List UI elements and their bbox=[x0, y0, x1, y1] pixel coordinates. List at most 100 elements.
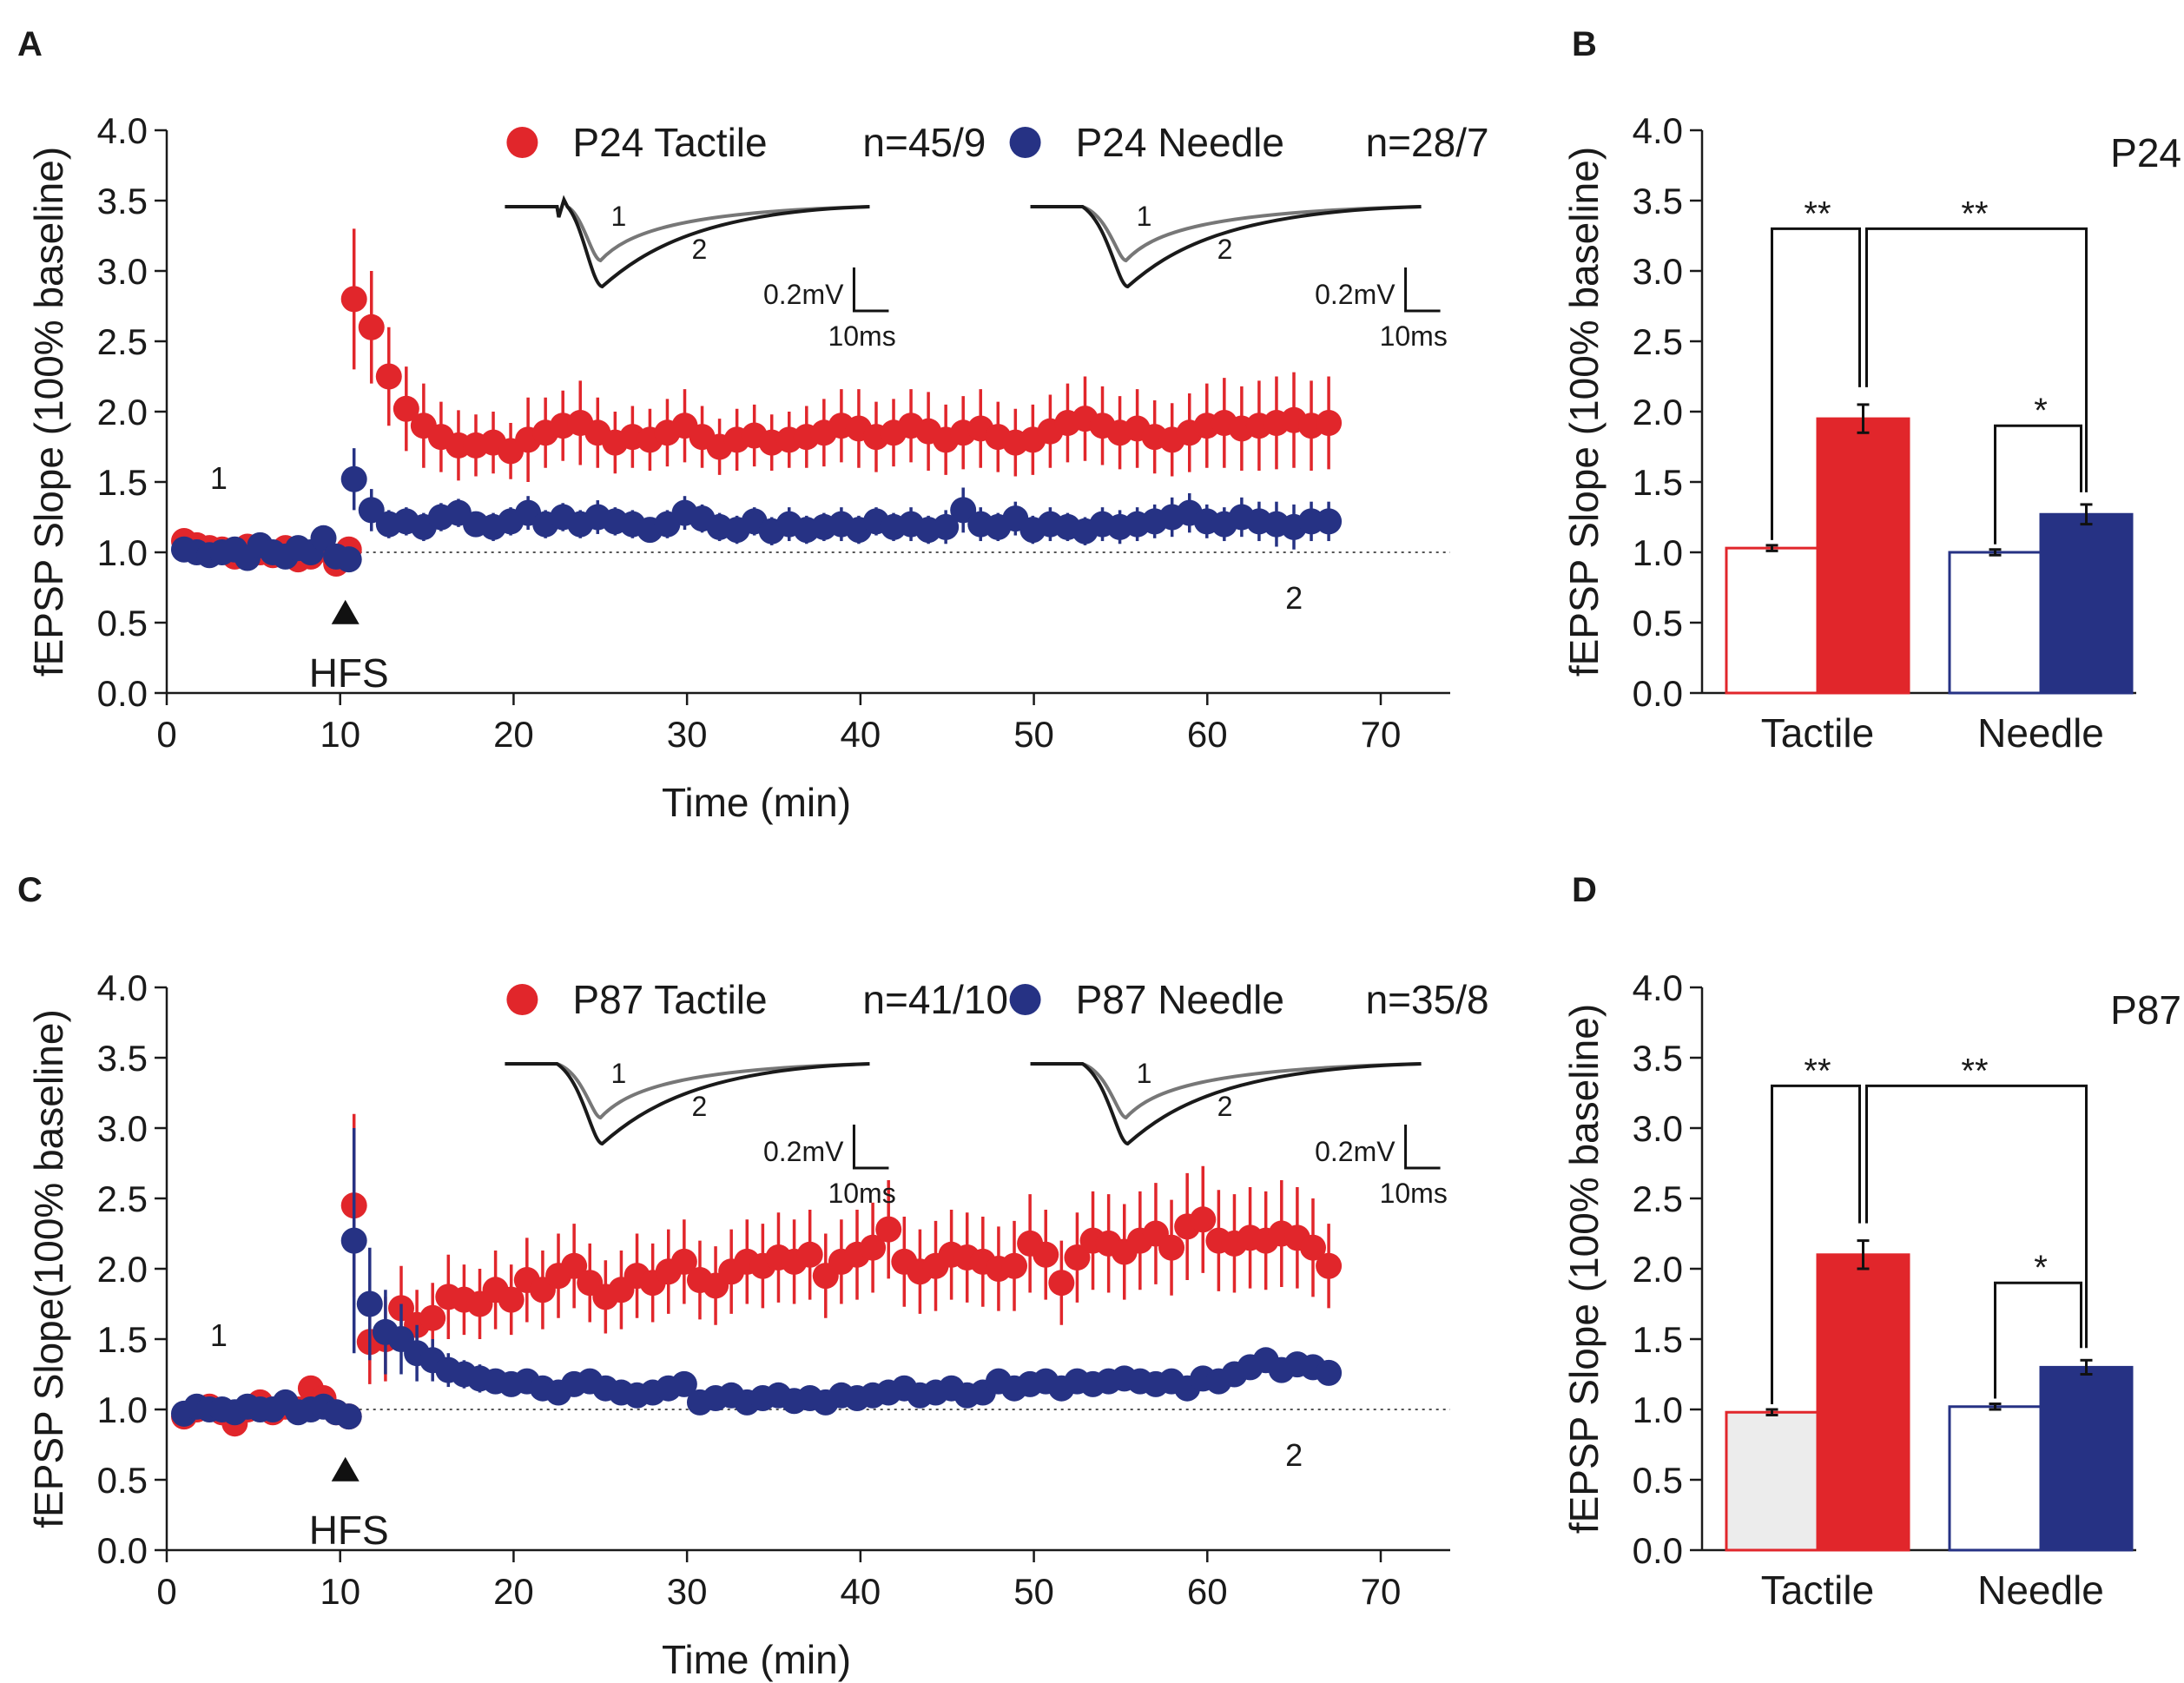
scale-bar bbox=[1404, 267, 1441, 313]
data-point bbox=[1064, 1244, 1091, 1271]
data-point bbox=[375, 363, 402, 390]
scale-mv-label: 0.2mV bbox=[1315, 279, 1396, 310]
data-point bbox=[340, 465, 367, 492]
x-tick-label: 40 bbox=[840, 714, 881, 755]
legend-label: P24 Needle bbox=[1076, 120, 1284, 165]
legend-count: n=45/9 bbox=[862, 120, 986, 165]
panel-letter: C bbox=[17, 871, 43, 909]
scale-mv-label: 0.2mV bbox=[1315, 1136, 1396, 1167]
bar bbox=[1816, 417, 1910, 695]
trace-marker-1: 1 bbox=[210, 1317, 228, 1353]
y-tick-label: 3.0 bbox=[1633, 1108, 1683, 1149]
inset-trace-1: 1 2 0.2mV 10ms bbox=[505, 195, 896, 352]
legend-label: P87 Needle bbox=[1076, 977, 1284, 1022]
y-tick-label: 0.0 bbox=[97, 673, 148, 714]
panel-letter: D bbox=[1572, 871, 1597, 909]
legend-count: n=28/7 bbox=[1366, 120, 1489, 165]
panel-letter: A bbox=[17, 25, 43, 63]
category-label: Needle bbox=[1977, 1568, 2104, 1613]
x-tick-label: 60 bbox=[1187, 1571, 1228, 1612]
y-tick-label: 2.0 bbox=[97, 392, 148, 432]
legend: P24 Tactile n=45/9 P24 Needle n=28/7 bbox=[506, 120, 1489, 165]
bar bbox=[2039, 512, 2134, 695]
category-label: Tactile bbox=[1761, 1568, 1874, 1613]
scale-mv-label: 0.2mV bbox=[763, 1136, 844, 1167]
inset-label-2: 2 bbox=[691, 234, 707, 265]
significance-label: ** bbox=[1961, 195, 1988, 233]
x-tick-label: 50 bbox=[1013, 1571, 1054, 1612]
data-point bbox=[796, 1241, 823, 1268]
x-tick-label: 50 bbox=[1013, 714, 1054, 755]
x-tick-label: 70 bbox=[1361, 714, 1402, 755]
y-tick-label: 1.0 bbox=[97, 1389, 148, 1430]
data-point bbox=[498, 1286, 525, 1313]
y-tick-label: 3.5 bbox=[1633, 181, 1683, 221]
trace-marker-2: 2 bbox=[1285, 580, 1303, 616]
inset-label-1: 1 bbox=[1137, 1058, 1152, 1089]
scale-mv-label: 0.2mV bbox=[763, 279, 844, 310]
data-point bbox=[1190, 1206, 1217, 1233]
series-needle bbox=[170, 1128, 1343, 1430]
inset-label-1: 1 bbox=[1137, 201, 1152, 232]
y-tick-label: 2.0 bbox=[1633, 392, 1683, 432]
data-point bbox=[419, 1304, 446, 1331]
inset-trace-1: 1 2 0.2mV 10ms bbox=[505, 1058, 896, 1209]
trace-after bbox=[1030, 205, 1422, 289]
significance-label: ** bbox=[1804, 195, 1831, 233]
x-tick-label: 70 bbox=[1361, 1571, 1402, 1612]
scale-bar bbox=[852, 267, 889, 313]
panel-C: C 0.0 0.5 1.0 1.5 2.0 2.5 3.0 3.5 4.0 0 10 20 30 40 50 6… bbox=[17, 871, 1489, 1682]
y-tick-label: 3.5 bbox=[97, 181, 148, 221]
data-point bbox=[335, 1403, 362, 1430]
data-point bbox=[1033, 1241, 1059, 1268]
panel-letter: B bbox=[1572, 25, 1597, 63]
scale-ms-label: 10ms bbox=[1380, 320, 1448, 352]
trace-after bbox=[1030, 1062, 1422, 1146]
y-axis-title: fEPSP Slope (100% baseline) bbox=[1561, 147, 1607, 676]
data-point bbox=[340, 286, 367, 313]
x-tick-label: 30 bbox=[667, 714, 708, 755]
x-axis-title: Time (min) bbox=[662, 780, 851, 825]
data-point bbox=[1316, 1359, 1343, 1386]
significance-brackets: ** *** bbox=[1771, 195, 2088, 544]
x-tick-label: 0 bbox=[156, 1571, 176, 1612]
trace-before bbox=[505, 1062, 870, 1120]
y-tick-label: 3.5 bbox=[1633, 1038, 1683, 1079]
y-tick-label: 2.5 bbox=[97, 321, 148, 362]
y-tick-label: 4.0 bbox=[1633, 967, 1683, 1008]
bar bbox=[1725, 1410, 1819, 1552]
scale-ms-label: 10ms bbox=[828, 320, 895, 352]
age-tag: P24 bbox=[2110, 130, 2181, 175]
significance-label: * bbox=[2034, 1249, 2048, 1287]
y-tick-label: 3.0 bbox=[97, 251, 148, 292]
y-tick-label: 0.0 bbox=[97, 1530, 148, 1571]
bar bbox=[2039, 1365, 2134, 1552]
x-tick-label: 20 bbox=[493, 1571, 534, 1612]
y-tick-label: 1.0 bbox=[1633, 1389, 1683, 1430]
data-point bbox=[335, 546, 362, 573]
y-axis-title: fEPSP Slope (100% baseline) bbox=[26, 147, 71, 676]
y-tick-label: 0.5 bbox=[97, 603, 148, 644]
x-tick-label: 60 bbox=[1187, 714, 1228, 755]
x-tick-label: 40 bbox=[840, 1571, 881, 1612]
bracket bbox=[1865, 1084, 2088, 1349]
panel-D: D 0.0 0.5 1.0 1.5 2.0 2.5 3.0 3.5 4.0 fEPSP Slope … bbox=[1561, 871, 2181, 1613]
significance-label: * bbox=[2034, 392, 2048, 430]
y-tick-label: 1.5 bbox=[97, 1319, 148, 1360]
y-tick-label: 2.0 bbox=[97, 1249, 148, 1290]
y-tick-label: 3.5 bbox=[97, 1038, 148, 1079]
significance-label: ** bbox=[1804, 1052, 1831, 1090]
scale-bar bbox=[852, 1125, 889, 1170]
data-point bbox=[1158, 1234, 1185, 1261]
inset-label-1: 1 bbox=[610, 1058, 626, 1089]
hfs-label: HFS bbox=[309, 650, 389, 696]
data-point bbox=[670, 1248, 697, 1275]
data-point bbox=[340, 1227, 367, 1254]
trace-after bbox=[505, 1062, 870, 1146]
data-point bbox=[950, 497, 977, 524]
age-tag: P87 bbox=[2110, 987, 2181, 1033]
x-tick-label: 10 bbox=[320, 714, 360, 755]
y-axis-title: fEPSP Slope(100% baseline) bbox=[26, 1009, 71, 1528]
hfs-label: HFS bbox=[309, 1508, 389, 1553]
legend-count: n=41/10 bbox=[862, 977, 1008, 1022]
